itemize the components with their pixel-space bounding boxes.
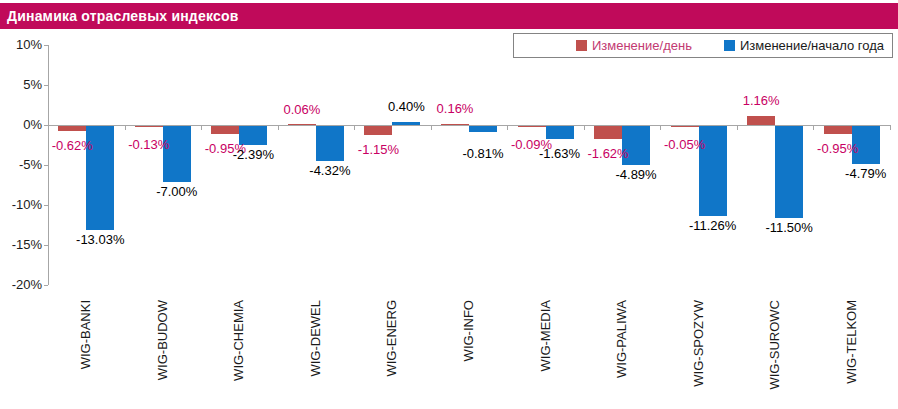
category-label: WIG-MEDIA	[538, 300, 553, 372]
category-tick	[431, 125, 432, 130]
bar-label-ytd: -4.89%	[599, 168, 673, 182]
y-axis-tick	[44, 245, 48, 246]
y-axis-tick	[44, 285, 48, 286]
category-tick	[660, 125, 661, 130]
bar-ytd	[469, 126, 497, 132]
bar-label-day: -0.05%	[648, 138, 722, 152]
bar-label-ytd: -4.79%	[829, 167, 898, 181]
bar-day	[288, 124, 316, 125]
bar-label-ytd: -4.32%	[293, 164, 367, 178]
y-axis-tick	[44, 45, 48, 46]
y-axis-line	[48, 45, 49, 285]
bar-label-day: -1.62%	[571, 147, 645, 161]
category-label: WIG-SPOZYW	[691, 300, 706, 387]
y-tick-label: -15%	[0, 237, 42, 252]
bar-label-day: -0.95%	[801, 142, 875, 156]
category-tick	[507, 125, 508, 130]
y-axis-tick	[44, 165, 48, 166]
category-tick	[48, 125, 49, 130]
category-tick	[890, 125, 891, 130]
y-tick-label: -20%	[0, 277, 42, 292]
bar-label-ytd: -11.50%	[752, 221, 826, 235]
category-label: WIG-DEWEL	[308, 300, 323, 377]
y-tick-label: -5%	[0, 157, 42, 172]
bar-day	[211, 126, 239, 134]
category-tick	[813, 125, 814, 130]
category-label: WIG-INFO	[461, 300, 476, 361]
bar-label-ytd: -7.00%	[140, 185, 214, 199]
bar-label-day: -0.13%	[112, 138, 186, 152]
bar-label-ytd: -13.03%	[63, 233, 137, 247]
bar-label-ytd: -11.26%	[676, 219, 750, 233]
chart-window: Динамика отраслевых индексов Изменение/д…	[0, 0, 898, 409]
category-label: WIG-CHEMIA	[231, 300, 246, 381]
bar-ytd	[163, 126, 191, 182]
y-axis-tick	[44, 205, 48, 206]
y-tick-label: 10%	[0, 37, 42, 52]
category-label: WIG-SUROWC	[767, 300, 782, 390]
bar-day	[441, 124, 469, 125]
bar-day	[58, 126, 86, 131]
category-label: WIG-PALIWA	[614, 300, 629, 378]
bar-day	[135, 126, 163, 127]
category-label: WIG-BUDOW	[155, 300, 170, 380]
category-tick	[737, 125, 738, 130]
bar-label-day: 0.06%	[265, 103, 339, 117]
y-axis-tick	[44, 85, 48, 86]
bar-label-day: 1.16%	[724, 94, 798, 108]
y-tick-label: 5%	[0, 77, 42, 92]
bar-label-day: -1.15%	[341, 143, 415, 157]
bar-day	[671, 126, 699, 127]
category-tick	[584, 125, 585, 130]
category-tick	[125, 125, 126, 130]
bar-day	[364, 126, 392, 135]
category-tick	[354, 125, 355, 130]
bar-ytd	[775, 126, 803, 218]
bar-label-day: 0.16%	[418, 102, 492, 116]
bar-day	[518, 126, 546, 127]
category-label: WIG-ENERG	[384, 300, 399, 377]
y-tick-label: -10%	[0, 197, 42, 212]
y-tick-label: 0%	[0, 117, 42, 132]
bar-day	[747, 116, 775, 125]
bar-label-day: -0.62%	[35, 139, 109, 153]
bar-label-ytd: -2.39%	[216, 148, 290, 162]
category-tick	[201, 125, 202, 130]
bar-day	[594, 126, 622, 139]
category-label: WIG-BANKI	[78, 300, 93, 369]
bar-ytd	[316, 126, 344, 161]
plot-area: 10% 5% 0% -5% -10% -15% -20% -0.62% -13.03% WIG-B…	[0, 0, 898, 409]
bar-ytd	[392, 122, 420, 125]
bar-day	[824, 126, 852, 134]
category-tick	[278, 125, 279, 130]
category-label: WIG-TELKOM	[844, 300, 859, 384]
